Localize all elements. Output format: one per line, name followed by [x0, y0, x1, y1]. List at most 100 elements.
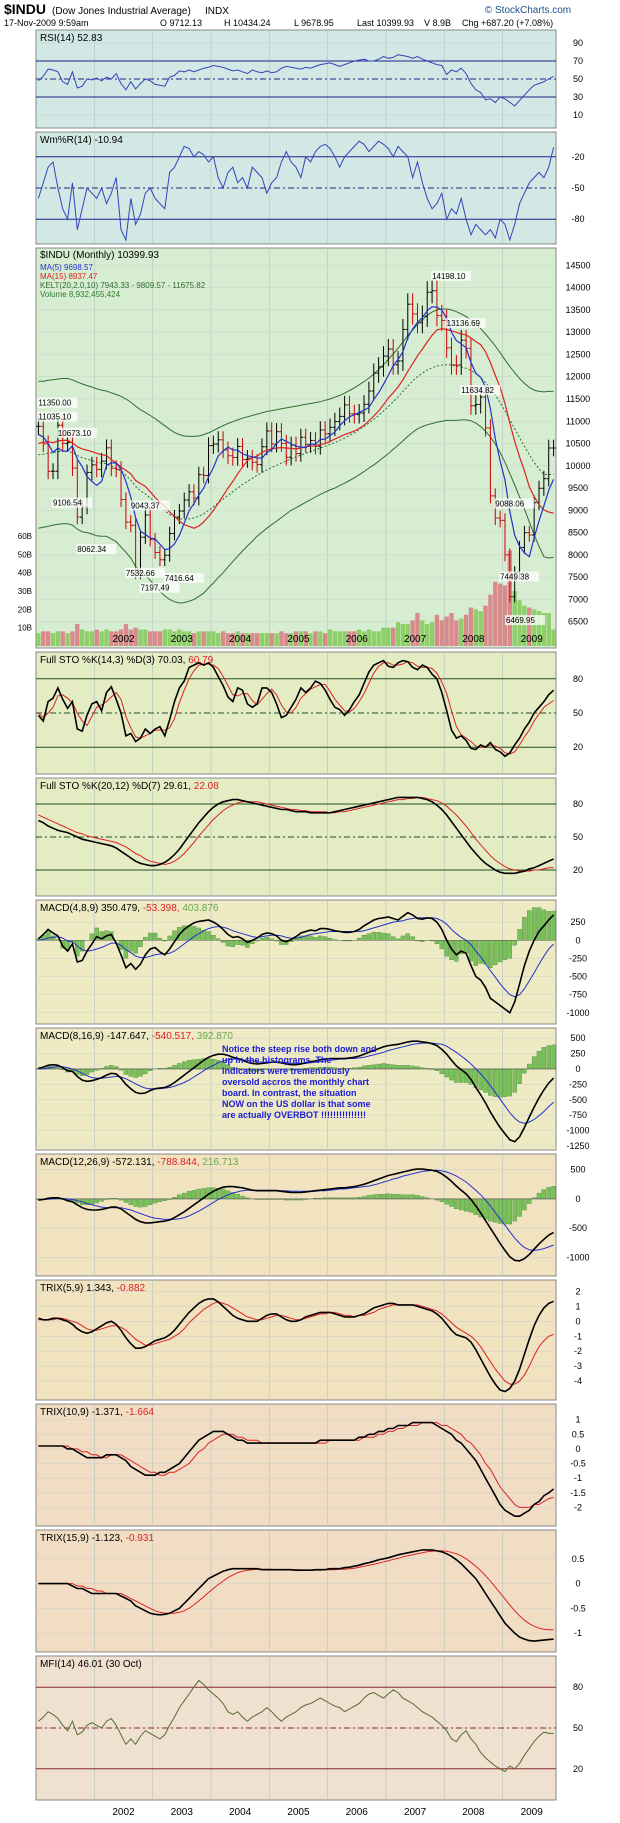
main-line	[38, 1040, 555, 1143]
price-annotation-bg	[124, 567, 165, 578]
panel-title-histogram: 403.876	[182, 903, 219, 914]
y-tick-label: 11000	[566, 416, 590, 426]
macd-histogram-bar	[531, 907, 537, 941]
panel-macd3: 500 0 -500 -1000 MACD(12,26,9) -572.131, -78…	[35, 1153, 590, 1277]
y-tick-label: 90	[573, 38, 583, 48]
macd-histogram-bar	[536, 1192, 542, 1200]
y-tick-label: -1000	[566, 1008, 589, 1018]
macd-histogram-bar	[157, 1198, 163, 1202]
y-tick-label: -0.5	[570, 1603, 586, 1613]
panel-title-signal: -0.882	[117, 1283, 146, 1294]
volume-bar	[254, 633, 260, 646]
macd-histogram-bar	[400, 935, 406, 941]
macd-histogram-bar	[493, 940, 498, 966]
main-line	[38, 1549, 554, 1642]
volume-bar	[36, 633, 41, 646]
y-tick-label: 8500	[568, 528, 588, 538]
macd-histogram-bar	[308, 935, 313, 941]
quote-last: Last 10399.93	[357, 18, 414, 28]
volume-bar	[288, 633, 294, 646]
volume-bar	[361, 631, 367, 646]
panel-title: Wm%R(14) -10.94	[40, 135, 123, 146]
y-tick-label: 20	[573, 865, 583, 875]
macd-histogram-bar	[454, 1198, 459, 1210]
macd-histogram-bar	[230, 940, 236, 947]
panel-title: Full STO %K(20,12) %D(7) 29.61, 22.08	[40, 781, 219, 792]
volume-bar	[269, 633, 274, 646]
y-tick-label: 20	[573, 1764, 583, 1774]
y-tick-label: -1	[574, 1628, 582, 1638]
price-annotation-bg	[129, 500, 170, 511]
volume-bar	[439, 620, 444, 646]
volume-tick-label: 50B	[18, 550, 32, 559]
macd-histogram-bar	[177, 1063, 182, 1070]
macd-histogram-bar	[366, 933, 372, 941]
panel-title-name: TRIX(15,9)	[40, 1533, 92, 1544]
macd-histogram-bar	[361, 1065, 367, 1070]
y-tick-label: 0.5	[572, 1429, 585, 1439]
macd-histogram-bar	[405, 933, 410, 941]
macd-histogram-bar	[148, 932, 153, 941]
macd-histogram-bar	[318, 935, 323, 941]
macd-histogram-bar	[376, 1194, 381, 1200]
macd-histogram-bar	[133, 1068, 138, 1078]
macd-histogram-bar	[527, 1198, 532, 1204]
macd-histogram-bar	[541, 1189, 547, 1200]
volume-bar	[65, 633, 70, 646]
y-tick-label: -1	[574, 1331, 582, 1341]
volume-bar	[420, 620, 425, 646]
volume-bar	[60, 631, 65, 646]
volume-bar	[318, 631, 323, 646]
macd-histogram-bar	[400, 1065, 406, 1070]
volume-bar	[201, 631, 206, 646]
panel-title-value: -10.94	[94, 135, 123, 146]
y-tick-label: 500	[570, 1165, 585, 1175]
y-tick-label: 10000	[565, 461, 590, 471]
volume-bar	[541, 613, 547, 646]
annotation-text: NOW on the US dollar is that some	[222, 1099, 371, 1109]
y-tick-label: -1250	[566, 1141, 589, 1151]
macd-histogram-bar	[148, 1198, 153, 1205]
panel-title-name: MACD(12,26,9)	[40, 1157, 112, 1168]
macd-histogram-bar	[454, 940, 459, 962]
y-tick-label: -50	[571, 183, 584, 193]
macd-histogram-bar	[497, 940, 503, 963]
macd-histogram-bar	[497, 1198, 503, 1224]
quote-low: L 9678.95	[294, 18, 334, 28]
volume-bar	[186, 631, 192, 646]
volume-bar	[196, 631, 201, 646]
volume-bar	[123, 624, 129, 646]
macd-histogram-bar	[459, 1198, 464, 1211]
signal-line	[38, 917, 554, 998]
volume-bar	[177, 629, 182, 646]
panel-macd1: 250 0 -250 -500 -750 -1000 MACD(4,8,9) 350.479…	[35, 899, 590, 1025]
macd-histogram-bar	[143, 1068, 148, 1075]
panel-title-signal: 22.08	[194, 781, 219, 792]
macd-histogram-bar	[488, 1198, 493, 1222]
panel-title: TRIX(5,9) 1.343, -0.882	[40, 1283, 146, 1294]
volume-bar	[114, 631, 119, 646]
x-axis-year-label-top: 2004	[229, 634, 252, 645]
y-tick-label: -3	[574, 1361, 582, 1371]
stockcharts-logo: © StockCharts.com	[485, 5, 571, 16]
volume-bar	[250, 633, 255, 646]
indicator-line	[38, 54, 554, 107]
y-tick-label: 0	[575, 1194, 580, 1204]
macd-histogram-bar	[512, 1198, 517, 1222]
panel-title-signal: -53.398,	[143, 903, 182, 914]
macd-histogram-bar	[104, 1066, 109, 1070]
y-tick-label: -2	[574, 1502, 582, 1512]
macd-histogram-bar	[138, 1068, 143, 1077]
macd-histogram-bar	[206, 931, 211, 941]
macd-histogram-bar	[522, 1068, 527, 1074]
quote-volume: V 8.9B	[424, 18, 451, 28]
signal-line	[38, 661, 554, 755]
volume-bar	[225, 633, 231, 646]
signal-line	[38, 1169, 554, 1251]
volume-bar	[211, 631, 216, 646]
panel-title-value: -1.371,	[92, 1407, 126, 1418]
macd-histogram-bar	[536, 1050, 542, 1070]
volume-bar	[84, 631, 90, 646]
volume-bar	[502, 585, 508, 646]
x-axis-year-label-bottom: 2003	[171, 1807, 194, 1818]
